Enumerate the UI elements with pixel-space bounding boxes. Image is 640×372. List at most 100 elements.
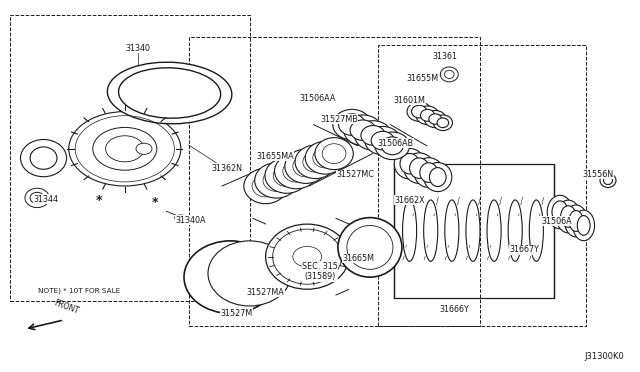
Text: 31665M: 31665M — [342, 254, 374, 263]
Ellipse shape — [30, 147, 57, 169]
Text: 31340A: 31340A — [175, 216, 206, 225]
Ellipse shape — [552, 201, 568, 223]
Text: 31506A: 31506A — [541, 217, 572, 226]
Ellipse shape — [106, 136, 144, 162]
Text: 31655M: 31655M — [406, 74, 438, 83]
Ellipse shape — [293, 155, 319, 177]
Ellipse shape — [400, 153, 419, 174]
Ellipse shape — [381, 137, 403, 155]
Text: 31527MB: 31527MB — [321, 115, 358, 124]
Ellipse shape — [333, 109, 371, 140]
Ellipse shape — [339, 114, 365, 135]
Ellipse shape — [283, 160, 310, 182]
Ellipse shape — [255, 163, 298, 198]
Ellipse shape — [445, 200, 459, 261]
Ellipse shape — [20, 140, 67, 177]
Ellipse shape — [305, 141, 345, 174]
Ellipse shape — [424, 163, 452, 192]
Ellipse shape — [175, 215, 186, 220]
Text: 31340: 31340 — [125, 44, 150, 53]
Text: SEC. 315
(31589): SEC. 315 (31589) — [302, 262, 338, 281]
Ellipse shape — [108, 62, 232, 124]
Ellipse shape — [273, 165, 300, 186]
Ellipse shape — [265, 158, 308, 193]
Text: 31344: 31344 — [33, 195, 59, 203]
Ellipse shape — [444, 70, 454, 78]
Text: 31527MC: 31527MC — [336, 170, 374, 179]
Ellipse shape — [547, 195, 573, 229]
Ellipse shape — [487, 200, 501, 261]
Bar — [10, 15, 250, 301]
Text: 31362N: 31362N — [212, 164, 243, 173]
Ellipse shape — [184, 241, 276, 313]
Text: 31667Y: 31667Y — [510, 246, 540, 254]
Ellipse shape — [394, 148, 425, 179]
Ellipse shape — [322, 144, 346, 164]
Text: FRONT: FRONT — [52, 299, 80, 316]
Text: 31361: 31361 — [432, 52, 458, 61]
Ellipse shape — [416, 106, 439, 125]
Ellipse shape — [564, 205, 588, 237]
Ellipse shape — [266, 224, 349, 289]
Ellipse shape — [136, 143, 152, 154]
Ellipse shape — [313, 148, 337, 168]
Ellipse shape — [315, 138, 353, 170]
Ellipse shape — [355, 121, 392, 150]
Ellipse shape — [569, 211, 583, 231]
Ellipse shape — [437, 118, 449, 128]
Ellipse shape — [69, 112, 181, 186]
Ellipse shape — [118, 68, 221, 118]
Text: 31662X: 31662X — [394, 196, 425, 205]
Ellipse shape — [275, 153, 318, 189]
Ellipse shape — [404, 153, 435, 183]
Text: *: * — [152, 196, 158, 209]
Text: 31655MA: 31655MA — [257, 152, 294, 161]
Ellipse shape — [344, 115, 382, 145]
Ellipse shape — [252, 175, 279, 197]
Ellipse shape — [414, 158, 444, 187]
Ellipse shape — [577, 215, 590, 235]
Bar — [394, 164, 554, 298]
Ellipse shape — [407, 102, 431, 121]
Text: NOTE) * 10T FOR SALE: NOTE) * 10T FOR SALE — [38, 288, 121, 294]
Ellipse shape — [30, 192, 44, 203]
Ellipse shape — [424, 200, 438, 261]
Ellipse shape — [285, 149, 327, 183]
Ellipse shape — [371, 131, 394, 150]
Ellipse shape — [561, 206, 576, 227]
Ellipse shape — [429, 167, 446, 186]
Ellipse shape — [529, 200, 543, 261]
Ellipse shape — [365, 126, 401, 155]
Ellipse shape — [556, 200, 580, 233]
Ellipse shape — [573, 210, 595, 241]
Ellipse shape — [293, 246, 321, 267]
Ellipse shape — [295, 145, 336, 179]
Ellipse shape — [604, 176, 612, 185]
Ellipse shape — [420, 109, 435, 121]
Ellipse shape — [93, 127, 157, 170]
Text: 31527MA: 31527MA — [247, 288, 284, 296]
Ellipse shape — [424, 110, 446, 128]
Text: 31601M: 31601M — [394, 96, 426, 105]
Ellipse shape — [508, 200, 522, 261]
Ellipse shape — [208, 241, 291, 306]
Text: 31527M: 31527M — [221, 309, 253, 318]
Ellipse shape — [433, 115, 452, 131]
Ellipse shape — [403, 200, 417, 261]
Ellipse shape — [303, 151, 328, 172]
Text: J31300K0: J31300K0 — [584, 352, 624, 361]
Text: 31506AA: 31506AA — [300, 94, 335, 103]
Ellipse shape — [466, 200, 480, 261]
Text: 31666Y: 31666Y — [440, 305, 469, 314]
Ellipse shape — [412, 105, 427, 118]
Ellipse shape — [347, 225, 393, 269]
Ellipse shape — [600, 173, 616, 187]
Ellipse shape — [429, 114, 442, 124]
Text: 31506AB: 31506AB — [378, 139, 413, 148]
Ellipse shape — [338, 218, 402, 277]
Ellipse shape — [375, 132, 410, 160]
Ellipse shape — [440, 67, 458, 82]
Text: 31556N: 31556N — [583, 170, 614, 179]
Ellipse shape — [361, 125, 385, 145]
Ellipse shape — [25, 188, 49, 208]
